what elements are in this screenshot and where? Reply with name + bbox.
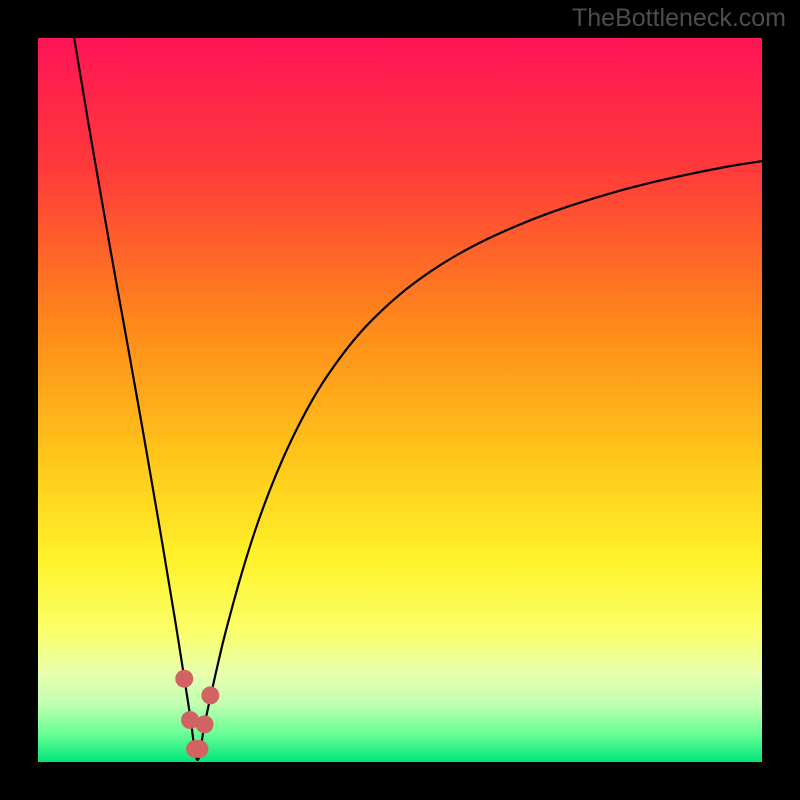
highlight-marker <box>175 670 193 688</box>
branding-watermark: TheBottleneck.com <box>572 4 786 33</box>
gradient-background <box>38 38 762 762</box>
plot-area <box>38 38 762 762</box>
highlight-marker <box>201 686 219 704</box>
highlight-marker <box>190 740 208 758</box>
plot-svg <box>38 38 762 762</box>
highlight-marker <box>196 715 214 733</box>
chart-stage: TheBottleneck.com <box>0 0 800 800</box>
